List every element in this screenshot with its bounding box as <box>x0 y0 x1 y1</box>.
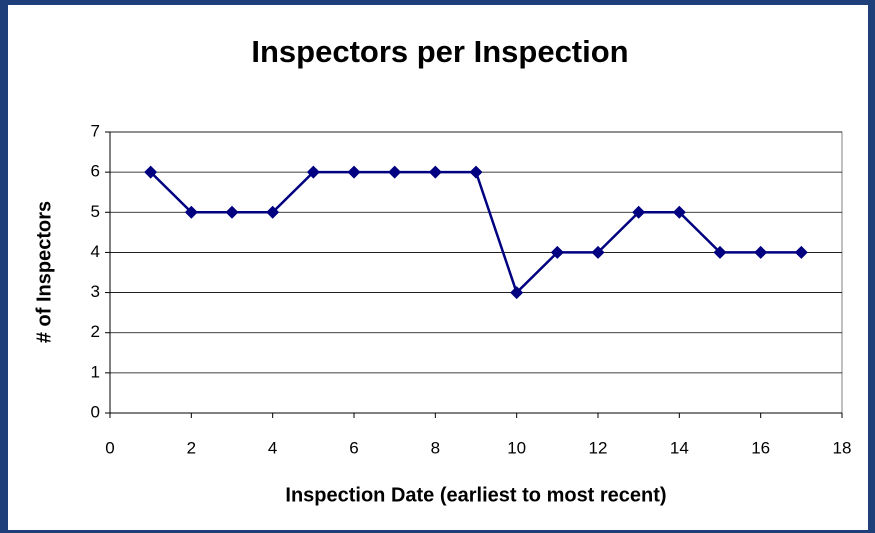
data-marker <box>794 245 808 259</box>
data-marker <box>306 165 320 179</box>
x-tick-label: 14 <box>670 438 689 457</box>
chart-title: Inspectors per Inspection <box>251 34 628 69</box>
data-marker <box>510 286 524 300</box>
y-tick-label: 0 <box>91 402 100 421</box>
data-marker <box>144 165 158 179</box>
y-tick-label: 3 <box>91 282 100 301</box>
data-marker <box>713 245 727 259</box>
data-marker <box>591 245 605 259</box>
x-tick-label: 10 <box>507 438 526 457</box>
x-tick-label: 6 <box>349 438 358 457</box>
x-tick-label: 2 <box>187 438 196 457</box>
data-marker <box>225 205 239 219</box>
data-marker <box>388 165 402 179</box>
x-axis-label: Inspection Date (earliest to most recent… <box>285 484 666 506</box>
x-tick-label: 0 <box>105 438 114 457</box>
data-marker <box>550 245 564 259</box>
x-tick-label: 18 <box>833 438 852 457</box>
data-marker <box>469 165 483 179</box>
x-tick-label: 8 <box>431 438 440 457</box>
y-axis-label: # of Inspectors <box>33 201 55 343</box>
y-tick-label: 2 <box>91 322 100 341</box>
x-tick-label: 4 <box>268 438 277 457</box>
data-marker <box>428 165 442 179</box>
data-marker <box>266 205 280 219</box>
x-tick-label: 12 <box>589 438 608 457</box>
slide-area <box>8 5 868 530</box>
x-tick-label: 16 <box>751 438 770 457</box>
y-tick-label: 7 <box>91 121 100 140</box>
data-marker <box>672 205 686 219</box>
y-tick-label: 1 <box>91 362 100 381</box>
data-marker <box>347 165 361 179</box>
y-tick-label: 4 <box>91 242 100 261</box>
y-tick-label: 6 <box>91 162 100 181</box>
y-tick-label: 5 <box>91 202 100 221</box>
data-marker <box>754 245 768 259</box>
data-marker <box>632 205 646 219</box>
data-marker <box>184 205 198 219</box>
